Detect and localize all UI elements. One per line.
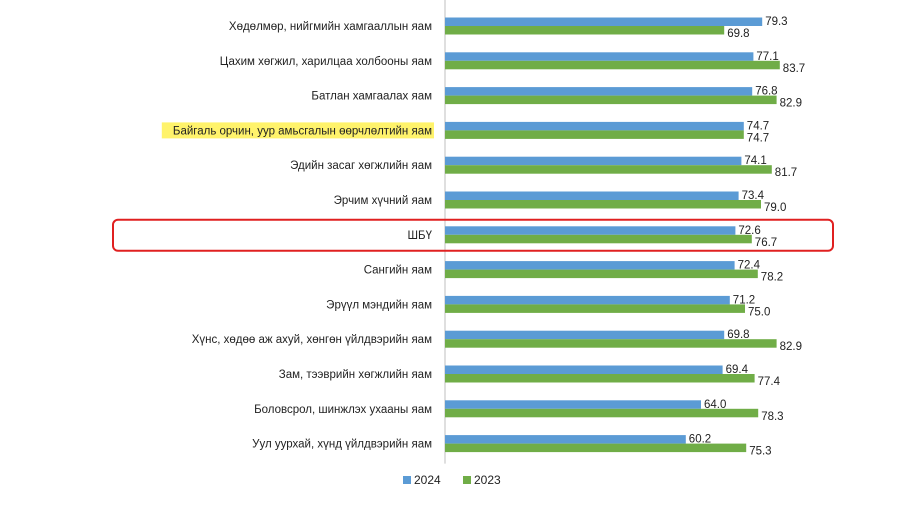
value-label-2023: 82.9 [780,98,802,110]
legend-label-2024: 2024 [414,473,441,487]
bar-2024 [445,87,753,96]
value-label-2024: 76.8 [755,86,777,98]
bar-2024 [445,295,730,305]
bar-2023 [445,26,725,35]
bar-2024 [445,17,763,26]
value-label-2023: 82.9 [780,341,802,353]
category-label: Хүнс, хөдөө аж ахуй, хөнгөн үйлдвэрийн я… [192,334,432,346]
category-label: Уул уурхай, хүнд үйлдвэрийн яам [252,439,432,451]
value-label-2023: 78.2 [761,272,783,284]
bar-2023 [445,130,744,139]
value-label-2023: 76.7 [755,237,777,249]
category-label: Сангийн яам [364,265,432,277]
bar-2024 [445,52,754,61]
value-label-2023: 74.7 [747,132,769,144]
category-label: Эдийн засаг хөгжлийн яам [290,160,432,172]
category-label: Цахим хөгжил, харилцаа холбооны яам [220,56,432,68]
value-label-2023: 75.0 [748,306,770,318]
value-label-2024: 69.4 [726,364,749,376]
bar-2023 [445,60,780,70]
bar-2024 [445,121,744,131]
background-layer [161,0,446,464]
category-label: Зам, тээврийн хөгжлийн яам [279,369,432,381]
boxed-row-outline [112,218,834,252]
bar-2023 [445,234,752,244]
value-label-2023: 78.3 [761,411,783,423]
bar-2024 [445,330,725,340]
bar-2024 [445,365,723,374]
category-label: Байгаль орчин, уур амьсгалын өөрчлөлтийн… [173,125,432,137]
value-label-2024: 69.8 [727,329,749,341]
bar-2024 [445,156,742,166]
bar-2023 [445,374,755,383]
category-label: Хөдөлмөр, нийгмийн хамгааллын яам [229,21,432,33]
bar-2023 [445,269,758,279]
value-label-2024: 72.4 [738,260,761,272]
bar-2024 [445,226,736,235]
bar-2023 [445,339,777,348]
legend: 2024 2023 [403,473,501,487]
category-label: Эрүүл мэндийн яам [326,299,432,311]
value-label-2024: 64.0 [704,399,726,411]
bar-2024 [445,400,701,409]
legend-swatch-2023 [463,476,471,484]
value-label-2024: 71.2 [733,294,755,306]
legend-swatch-2024 [403,476,411,484]
bar-2024 [445,261,735,270]
value-label-2023: 83.7 [783,63,805,75]
value-label-2024: 79.3 [765,16,787,28]
bar-2023 [445,408,759,418]
bar-2023 [445,443,747,453]
bar-2023 [445,304,745,313]
bars-layer [445,17,780,453]
value-label-2023: 77.4 [758,376,781,388]
value-label-2024: 60.2 [689,434,711,446]
value-label-2024: 74.1 [744,155,766,167]
category-label: Эрчим хүчний яам [334,195,432,207]
labels-layer: Хөдөлмөр, нийгмийн хамгааллын яам 79.3 69.… [112,16,834,458]
bar-2023 [445,200,761,209]
category-highlight [161,122,435,139]
value-label-2023: 75.3 [749,446,771,458]
bar-2023 [445,165,772,174]
bar-2024 [445,435,686,444]
value-label-2023: 79.0 [764,202,786,214]
value-label-2024: 72.6 [738,225,760,237]
category-label: Боловсрол, шинжлэх ухааны яам [254,404,432,416]
category-label: Батлан хамгаалах яам [311,91,432,103]
value-label-2023: 81.7 [775,167,797,179]
bar-2024 [445,191,739,200]
value-label-2024: 74.7 [747,120,769,132]
legend-label-2023: 2023 [474,473,501,487]
value-label-2023: 69.8 [727,28,749,40]
value-label-2024: 73.4 [742,190,765,202]
value-label-2024: 77.1 [756,51,778,63]
category-label: ШБҮ [408,230,433,242]
bar-2023 [445,95,777,105]
